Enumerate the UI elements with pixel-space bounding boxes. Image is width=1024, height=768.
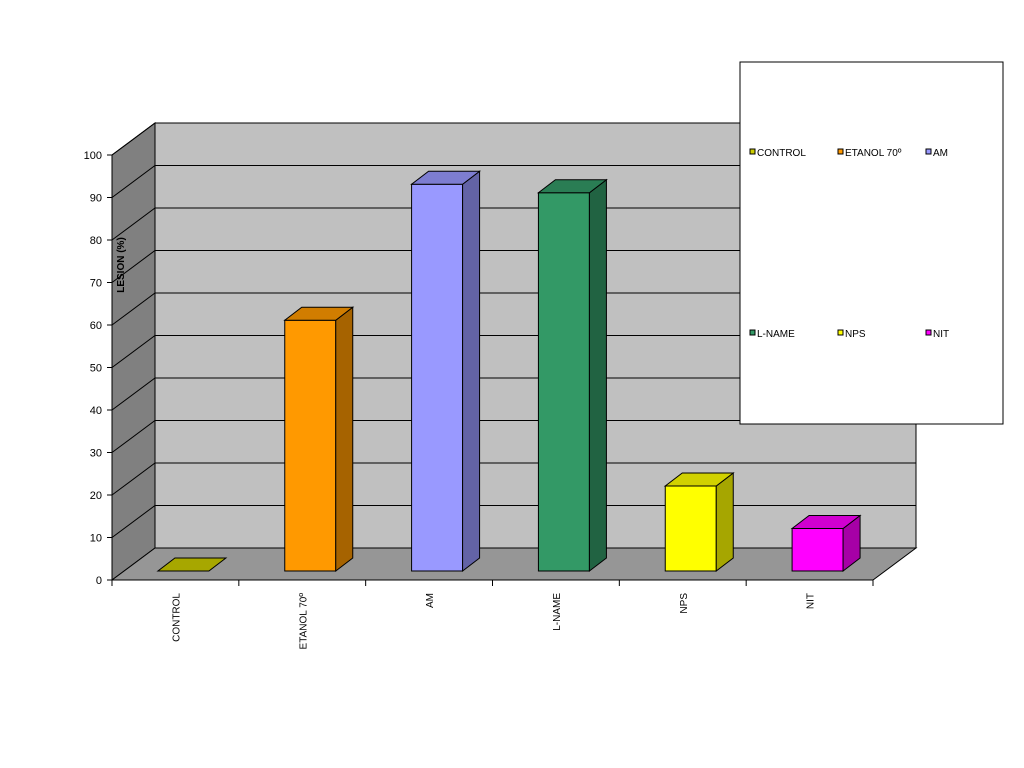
bar-side: [588, 178, 607, 573]
gridline: [111, 250, 916, 283]
y-axis: 0 10 20 30 40 50 60 70 80 90 100: [84, 150, 113, 587]
bar-top: [410, 170, 482, 185]
legend-item: CONTROL: [749, 148, 806, 159]
x-tick-label: NPS: [679, 593, 690, 614]
bar-top: [790, 515, 862, 529]
legend-box: [739, 61, 1004, 425]
gridline: [111, 122, 916, 156]
legend-swatch: [749, 329, 756, 336]
bar-top: [536, 179, 608, 194]
y-tick-label: 70: [90, 278, 102, 290]
x-tick-label: ETANOL 70º: [298, 593, 309, 650]
legend-label: AM: [933, 148, 948, 159]
legend-swatch: [925, 148, 932, 155]
legend-item: AM: [925, 148, 948, 159]
bar-front: [664, 485, 717, 572]
x-tick-label: NIT: [806, 593, 817, 609]
gridline: [111, 420, 916, 453]
y-tick-label: 50: [90, 363, 102, 375]
x-axis: CONTROL ETANOL 70º AM L-NAME NPS NIT: [111, 579, 874, 650]
bar: [156, 557, 228, 572]
bar: [536, 178, 608, 573]
legend-item: NIT: [925, 329, 949, 340]
legend-item: NPS: [837, 329, 866, 340]
legend-label: L-NAME: [757, 329, 795, 340]
bar: [663, 471, 735, 573]
legend-swatch: [837, 329, 844, 336]
bar-front: [791, 528, 844, 572]
bar: [283, 306, 355, 573]
y-axis-title: LESION (%): [116, 237, 127, 293]
bar-side: [462, 170, 481, 573]
x-tick-label: L-NAME: [552, 593, 563, 631]
gridlines: [111, 122, 916, 538]
gridline: [111, 505, 916, 538]
legend-swatch: [925, 329, 932, 336]
bar-side: [715, 471, 734, 573]
y-tick-label: 30: [90, 448, 102, 460]
legend-label: NPS: [845, 329, 866, 340]
gridline: [111, 207, 916, 241]
bar-front: [284, 319, 337, 572]
legend-item: ETANOL 70º: [837, 148, 902, 159]
bar-top: [156, 557, 228, 572]
bar: [410, 170, 482, 573]
gridline: [111, 292, 916, 326]
y-tick-label: 10: [90, 533, 102, 545]
y-tick-label: 80: [90, 235, 102, 247]
y-tick-label: 100: [84, 150, 102, 162]
bar-top: [663, 472, 735, 487]
legend-swatch: [749, 148, 756, 155]
gridline: [111, 462, 916, 496]
y-tick-label: 0: [96, 575, 102, 587]
legend: CONTROL ETANOL 70º AM L-NAME NPS NIT: [739, 61, 1004, 425]
gridline: [111, 377, 916, 411]
gridline: [111, 335, 916, 368]
bars: [156, 170, 862, 573]
bar-front: [411, 183, 464, 572]
y-tick-label: 40: [90, 405, 102, 417]
y-tick-label: 60: [90, 320, 102, 332]
bar-side: [335, 306, 354, 573]
bar-top: [283, 306, 355, 321]
x-tick-label: CONTROL: [171, 593, 182, 642]
bar-front: [537, 192, 590, 572]
y-tick-label: 90: [90, 193, 102, 205]
bar: [790, 514, 862, 573]
x-tick-label: AM: [425, 593, 436, 608]
y-tick-label: 20: [90, 490, 102, 502]
legend-label: NIT: [933, 329, 949, 340]
legend-label: ETANOL 70º: [845, 148, 902, 159]
legend-label: CONTROL: [757, 148, 806, 159]
legend-item: L-NAME: [749, 329, 795, 340]
gridline: [111, 165, 916, 198]
legend-swatch: [837, 148, 844, 155]
